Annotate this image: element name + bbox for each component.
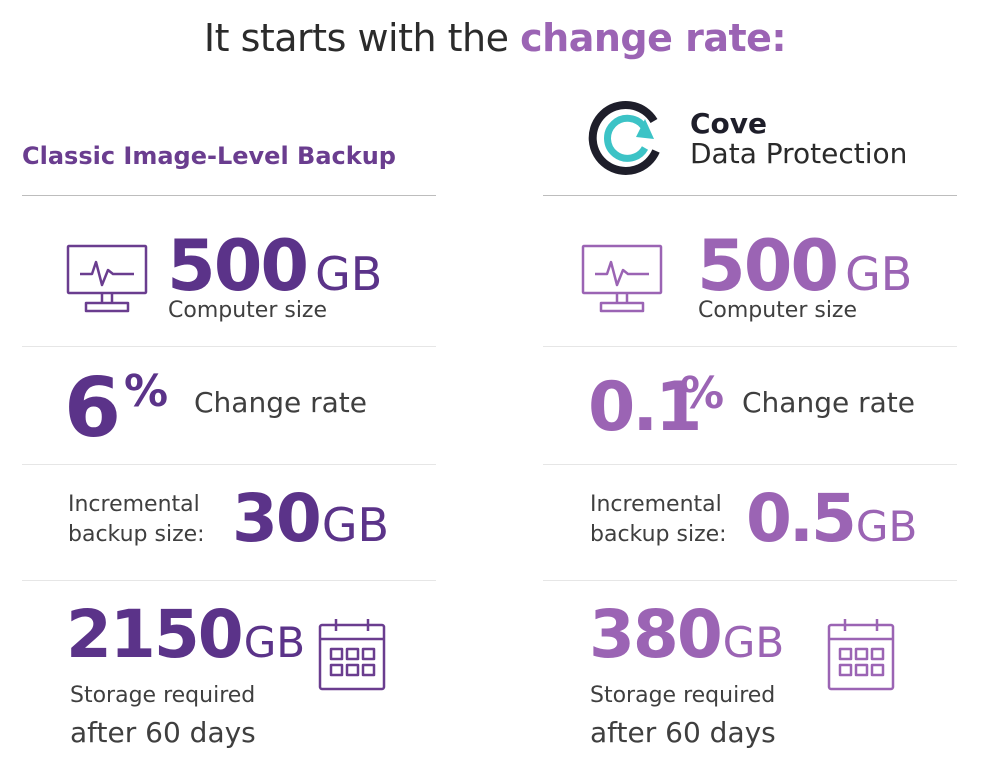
incremental-unit: GB <box>855 502 918 551</box>
storage-unit: GB <box>722 618 785 667</box>
storage-label-line2: after 60 days <box>70 716 256 749</box>
incremental-label-line2: backup size: <box>68 522 205 547</box>
column-divider <box>22 195 436 196</box>
incremental-label-line2: backup size: <box>590 522 727 547</box>
page-headline: It starts with the change rate: <box>0 16 990 60</box>
calendar-icon <box>827 617 895 691</box>
incremental-value: 0.5GB <box>746 486 917 552</box>
calendar-icon <box>318 617 386 691</box>
storage-number: 2150 <box>66 596 244 673</box>
incremental-label: Incremental backup size: <box>68 490 205 550</box>
incremental-unit: GB <box>321 498 390 552</box>
cove-logo-icon <box>588 99 666 177</box>
row-divider <box>22 464 436 465</box>
monitor-icon <box>581 243 663 315</box>
change-rate-label: Change rate <box>742 386 915 419</box>
computer-size-label: Computer size <box>168 298 328 323</box>
column-divider <box>543 195 957 196</box>
change-rate-percent: % <box>680 368 725 419</box>
storage-label-line1: Storage required <box>70 683 256 708</box>
incremental-label-line1: Incremental <box>590 492 722 517</box>
computer-size-value: 500 GB <box>167 231 382 301</box>
storage-label-line2: after 60 days <box>590 716 776 749</box>
storage-number: 380 <box>589 596 723 673</box>
change-rate-number: 0.1 <box>588 368 702 447</box>
headline-prefix: It starts with the <box>203 16 521 60</box>
change-rate-percent: % <box>124 366 169 417</box>
incremental-number: 30 <box>232 480 322 557</box>
incremental-number: 0.5 <box>746 480 857 557</box>
row-divider <box>22 346 436 347</box>
computer-size-value: 500 GB <box>697 231 912 301</box>
change-rate-label: Change rate <box>194 386 367 419</box>
computer-size-label: Computer size <box>698 298 858 323</box>
classic-column-title: Classic Image-Level Backup <box>22 142 396 170</box>
brand-subtitle: Data Protection <box>690 137 908 170</box>
incremental-value: 30GB <box>232 486 389 552</box>
storage-value: 380GB <box>589 602 784 668</box>
row-divider <box>543 464 957 465</box>
row-divider <box>22 580 436 581</box>
headline-accent: change rate: <box>520 16 787 60</box>
storage-label-line1: Storage required <box>590 683 776 708</box>
computer-size-number: 500 <box>167 225 309 307</box>
computer-size-number: 500 <box>697 225 839 307</box>
incremental-label: Incremental backup size: <box>590 490 727 550</box>
computer-size-unit: GB <box>315 247 383 301</box>
storage-value: 2150GB <box>66 602 305 668</box>
row-divider <box>543 580 957 581</box>
change-rate-number: 6 <box>64 361 121 456</box>
computer-size-unit: GB <box>845 247 913 301</box>
brand-name: Cove <box>690 107 768 140</box>
incremental-label-line1: Incremental <box>68 492 200 517</box>
storage-unit: GB <box>243 618 306 667</box>
monitor-icon <box>66 243 148 315</box>
row-divider <box>543 346 957 347</box>
